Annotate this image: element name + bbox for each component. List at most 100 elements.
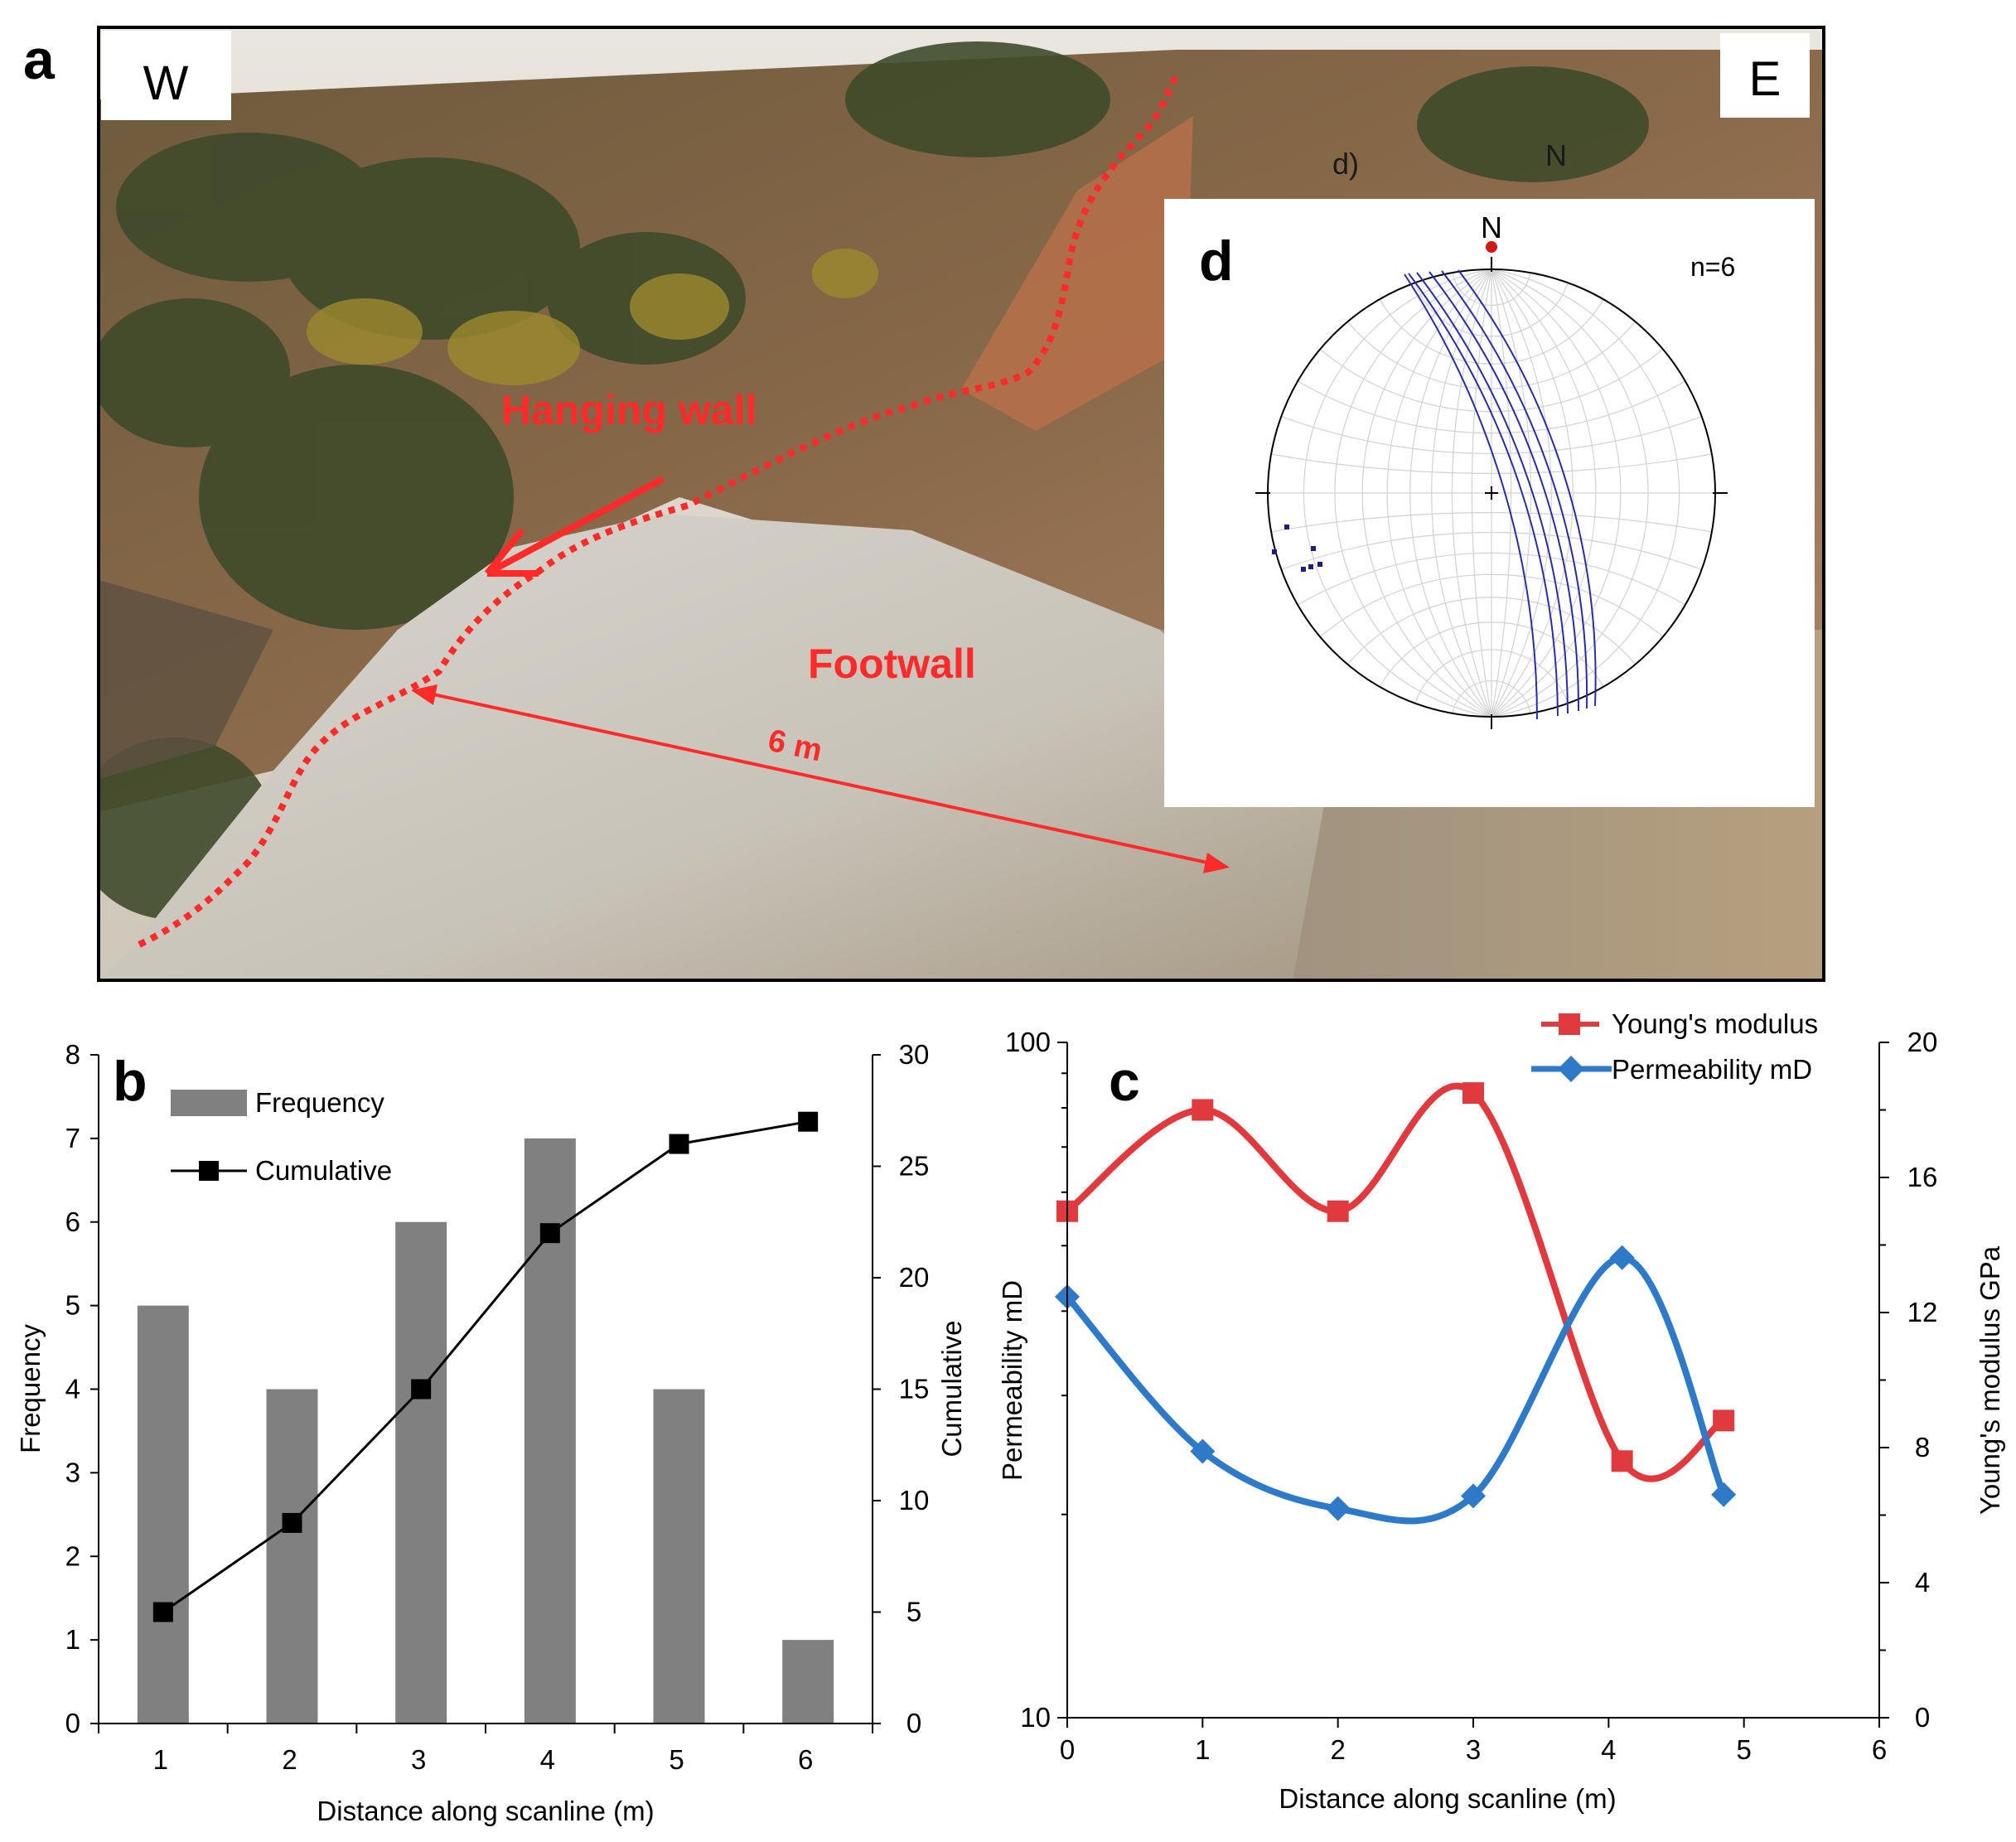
north-marker bbox=[1486, 241, 1497, 253]
hanging-wall-label: Hanging wall bbox=[501, 387, 757, 433]
chart-c-permeability-point-4 bbox=[1609, 1245, 1635, 1270]
stereonet-fault-plane-6 bbox=[1458, 269, 1597, 707]
chart-b-ytick-right-label: 5 bbox=[906, 1597, 921, 1627]
panel-b-label: b bbox=[113, 1050, 147, 1113]
chart-b-legend-cumulative-marker bbox=[199, 1161, 219, 1181]
chart-b-ytick-right-label: 25 bbox=[899, 1151, 930, 1182]
chart-b-xtick-label: 5 bbox=[669, 1744, 684, 1775]
stereonet-north-label: N bbox=[1481, 210, 1502, 244]
chart-b-ylabel-right: Cumulative bbox=[936, 1320, 967, 1457]
chart-c-youngs-point-2 bbox=[1327, 1200, 1349, 1222]
stereonet-pole-5 bbox=[1308, 564, 1313, 569]
chart-b-cumulative-line bbox=[152, 1111, 819, 1622]
chart-b-ytick-label: 1 bbox=[65, 1624, 80, 1655]
west-label: W bbox=[143, 56, 189, 110]
chart-c-permeability-point-1 bbox=[1190, 1438, 1216, 1464]
chart-c-youngs-point-5 bbox=[1713, 1409, 1735, 1432]
chart-b-ytick-label: 4 bbox=[65, 1374, 80, 1404]
background-letter-d: d) bbox=[1332, 147, 1359, 181]
chart-b-xlabel: Distance along scanline (m) bbox=[317, 1796, 654, 1826]
stereonet-panel: N n=6 d bbox=[1164, 199, 1815, 807]
chart-c-legend-youngs-marker bbox=[1559, 1013, 1580, 1035]
chart-c-permeability-point-5 bbox=[1711, 1482, 1737, 1507]
chart-c-youngs-point-4 bbox=[1611, 1450, 1633, 1472]
fault-trace bbox=[138, 73, 1180, 948]
stereonet-pole-4 bbox=[1301, 567, 1306, 572]
stereonet-pole-1 bbox=[1284, 525, 1289, 529]
chart-c-youngs-point-1 bbox=[1192, 1099, 1214, 1121]
chart-b-cumulative-point-1 bbox=[152, 1602, 173, 1622]
chart-b-cumulative-point-6 bbox=[798, 1111, 819, 1132]
panel-d-label: d bbox=[1199, 230, 1234, 292]
chart-c-permeability-line bbox=[1064, 1254, 1727, 1525]
chart-b-ticks: 0 1 2 3 4 5 6 7 8 0 5 10 15 20 25 30 1 2 3 4 5 6 bbox=[65, 1039, 930, 1775]
chart-c-xtick-label: 0 bbox=[1060, 1734, 1075, 1765]
chart-b-ytick-label: 5 bbox=[65, 1290, 80, 1321]
stereonet-pole-6 bbox=[1317, 562, 1322, 567]
stereonet-fault-plane-3 bbox=[1429, 271, 1580, 712]
scale-arrow bbox=[413, 689, 1227, 868]
stereonet-n-count: n=6 bbox=[1690, 252, 1735, 282]
photo-panel: W E d) N Hanging wall Footwall 6 m bbox=[23, 26, 1825, 982]
chart-c-permeability-point-2 bbox=[1325, 1496, 1351, 1521]
chart-c-xtick-label: 2 bbox=[1330, 1734, 1345, 1765]
panel-a-label: a bbox=[23, 28, 56, 91]
east-label: E bbox=[1749, 52, 1782, 106]
chart-b-bar-2 bbox=[266, 1389, 318, 1724]
chart-b-cumulative-point-3 bbox=[411, 1379, 432, 1400]
chart-c-legend-youngs: Young's modulus bbox=[1612, 1008, 1818, 1039]
chart-b-xtick-label: 2 bbox=[282, 1744, 297, 1775]
chart-c-xtick-label: 4 bbox=[1601, 1734, 1616, 1765]
west-box bbox=[101, 31, 231, 120]
chart-b-cumulative-point-5 bbox=[669, 1134, 689, 1154]
chart-b-ytick-label: 7 bbox=[65, 1123, 80, 1153]
chart-c-ylabel: Permeability mD bbox=[997, 1280, 1027, 1481]
chart-b-cumulative-point-4 bbox=[539, 1223, 560, 1244]
stereonet-poles bbox=[1272, 525, 1322, 572]
chart-b-legend-frequency: Frequency bbox=[255, 1087, 384, 1118]
chart-c-ytick-right-label: 12 bbox=[1907, 1297, 1938, 1327]
hanging-wall-arrow-head bbox=[484, 528, 539, 577]
chart-c-permeability-point-3 bbox=[1461, 1483, 1486, 1509]
stereonet-fault-plane-1 bbox=[1408, 273, 1559, 717]
chart-b-cumulative-point-2 bbox=[282, 1512, 302, 1533]
chart-b-xtick-label: 1 bbox=[153, 1744, 168, 1775]
chart-c-ytick-label: 10 bbox=[1020, 1702, 1051, 1733]
chart-c-ytick-right-label: 4 bbox=[1915, 1567, 1930, 1598]
chart-b-ylabel: Frequency bbox=[15, 1324, 46, 1453]
chart-b-ytick-label: 2 bbox=[65, 1540, 80, 1571]
chart-b-bars bbox=[137, 1138, 834, 1724]
panel-c-label: c bbox=[1109, 1050, 1140, 1113]
chart-c-ylabel-right: Young's modulus GPa bbox=[1975, 1245, 2005, 1515]
chart-b-ytick-right-label: 10 bbox=[899, 1485, 930, 1516]
scale-arrow-head-right bbox=[1203, 853, 1230, 873]
chart-b-ytick-right-label: 20 bbox=[899, 1262, 930, 1293]
east-box bbox=[1720, 33, 1810, 118]
chart-c-ytick-label: 100 bbox=[1005, 1027, 1051, 1057]
stereonet-pole-2 bbox=[1272, 549, 1277, 554]
footwall-label: Footwall bbox=[808, 641, 976, 687]
chart-b-xtick-label: 3 bbox=[411, 1744, 426, 1775]
stereonet-pole-3 bbox=[1311, 546, 1316, 551]
scale-arrow-head-left bbox=[411, 684, 438, 705]
chart-c-xlabel: Distance along scanline (m) bbox=[1279, 1783, 1616, 1814]
chart-c-ytick-right-label: 16 bbox=[1907, 1162, 1938, 1192]
chart-c-xtick-label: 5 bbox=[1736, 1734, 1751, 1765]
chart-b-legend-frequency-swatch bbox=[171, 1090, 247, 1116]
chart-b-bar-3 bbox=[395, 1221, 447, 1724]
chart-c-legend-permeability-marker bbox=[1558, 1056, 1584, 1082]
stereonet-great-circles bbox=[1404, 269, 1597, 720]
chart-c-youngs-point-3 bbox=[1462, 1082, 1484, 1105]
chart-c-lines bbox=[1055, 1082, 1737, 1525]
chart-b-ytick-right-label: 30 bbox=[899, 1039, 930, 1070]
stereonet-fault-plane-2 bbox=[1416, 272, 1569, 714]
chart-b-ytick-label: 6 bbox=[65, 1206, 80, 1237]
chart-b-bar-6 bbox=[782, 1640, 834, 1724]
chart-b-xtick-label: 6 bbox=[798, 1744, 813, 1775]
chart-c-xtick-label: 6 bbox=[1872, 1734, 1887, 1765]
chart-b-ytick-right-label: 0 bbox=[906, 1708, 921, 1738]
chart-c-ytick-right-label: 0 bbox=[1915, 1702, 1930, 1733]
